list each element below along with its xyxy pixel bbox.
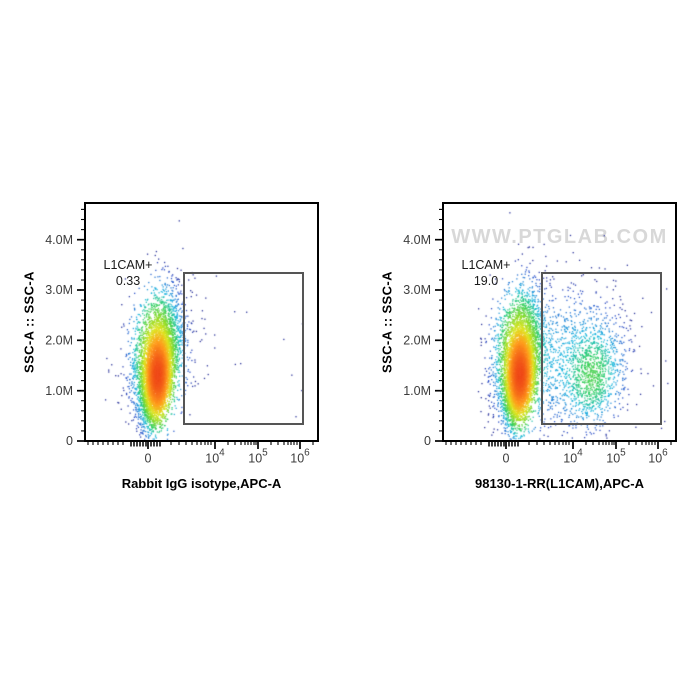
- y-tick-label: 1.0M: [403, 384, 431, 398]
- x-tick-label: 104: [563, 448, 583, 466]
- gate-label: L1CAM+ 0.33: [88, 257, 168, 289]
- gate-name: L1CAM+: [461, 258, 511, 272]
- gate-percentage: 0.33: [115, 274, 141, 288]
- x-axis-title: 98130-1-RR(L1CAM),APC-A: [474, 476, 645, 491]
- y-tick-label: 3.0M: [403, 283, 431, 297]
- y-axis-title: SSC-A :: SSC-A: [379, 271, 395, 373]
- y-tick-label: 0: [424, 434, 431, 448]
- gate-percentage: 19.0: [473, 274, 499, 288]
- x-tick-label: 0: [503, 452, 510, 466]
- x-axis-title: Rabbit IgG isotype,APC-A: [121, 476, 282, 491]
- y-tick-label: 2.0M: [403, 334, 431, 348]
- x-tick-label: 105: [606, 448, 626, 466]
- gate-rect: [541, 272, 662, 425]
- gate-label: L1CAM+ 19.0: [446, 257, 526, 289]
- x-tick-label: 106: [648, 448, 668, 466]
- y-tick-label: 4.0M: [403, 233, 431, 247]
- gate-name: L1CAM+: [103, 258, 153, 272]
- gate-rect: [183, 272, 304, 425]
